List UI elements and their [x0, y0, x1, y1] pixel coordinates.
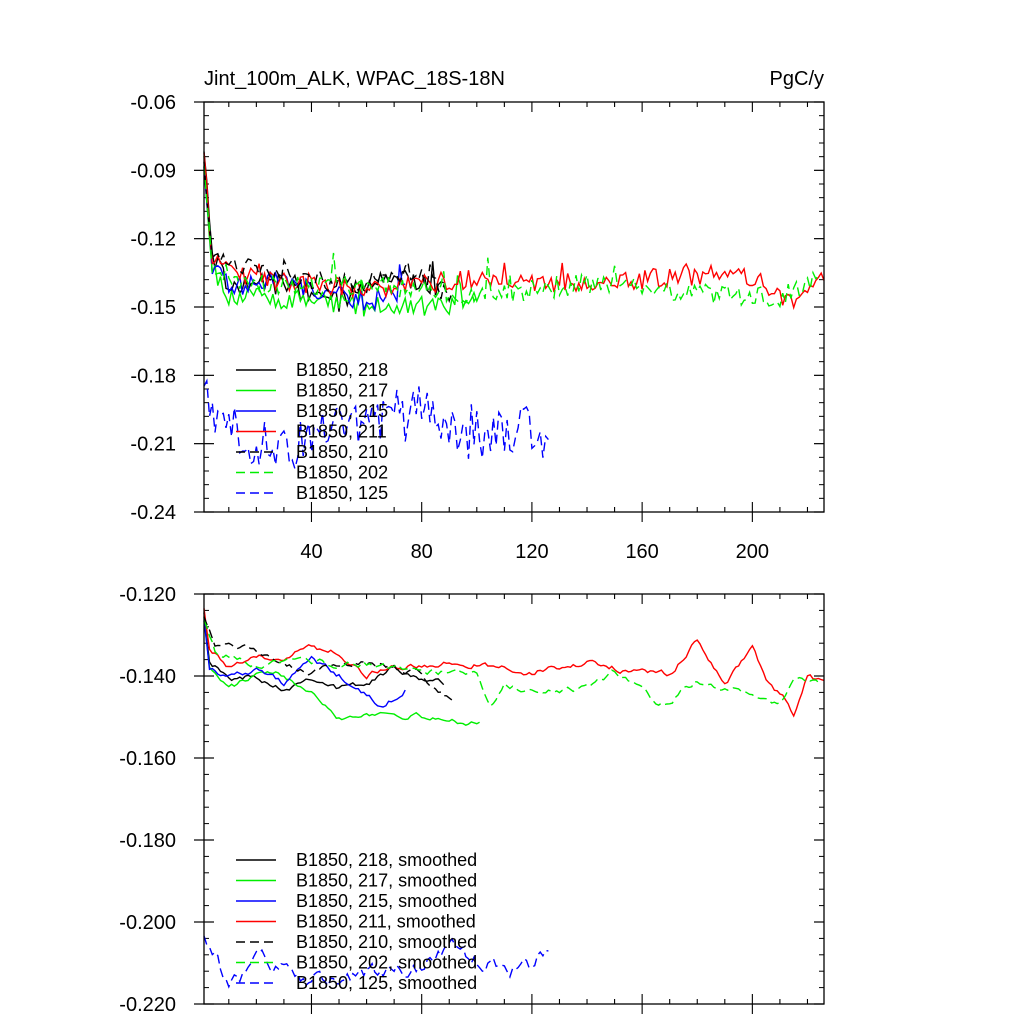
bottom-panel-ticks: -0.120 -0.140 -0.160 -0.180 -0.200 -0.220	[119, 584, 824, 1016]
series-line	[203, 935, 549, 989]
y-tick-label: -0.18	[130, 365, 176, 387]
series-line	[203, 165, 819, 309]
legend-label: B1850, 211	[296, 422, 387, 442]
y-tick-label: -0.12	[130, 229, 176, 251]
top-panel: Jint_100m_ALK, WPAC_18S-18N PgC/y -0.06-…	[130, 68, 825, 563]
top-panel-units: PgC/y	[770, 68, 824, 90]
x-tick-label: 120	[515, 541, 548, 563]
series-line	[203, 620, 819, 707]
y-tick-label: -0.21	[130, 434, 176, 456]
series-line	[203, 378, 549, 472]
y-tick-label: -0.180	[119, 830, 176, 852]
y-tick-label: -0.15	[130, 297, 176, 319]
y-tick-label: -0.160	[119, 748, 176, 770]
y-tick-label: -0.120	[119, 584, 176, 606]
x-tick-label: 200	[736, 541, 769, 563]
y-tick-label: -0.24	[130, 502, 176, 524]
bottom-panel-series	[203, 608, 825, 989]
legend-label: B1850, 202, smoothed	[296, 953, 477, 973]
legend-label: B1850, 215, smoothed	[296, 891, 477, 911]
legend-label: B1850, 217, smoothed	[296, 871, 477, 891]
top-panel-series	[203, 151, 825, 472]
legend-label: B1850, 215	[296, 401, 388, 421]
legend-label: B1850, 210, smoothed	[296, 932, 477, 952]
legend-label: B1850, 202	[296, 463, 388, 483]
series-line	[203, 620, 406, 708]
y-tick-label: -0.220	[119, 994, 176, 1016]
series-line	[203, 612, 445, 692]
top-panel-title: Jint_100m_ALK, WPAC_18S-18N	[204, 68, 505, 90]
legend-label: B1850, 217	[296, 381, 388, 401]
legend-label: B1850, 210	[296, 442, 388, 462]
x-tick-label: 40	[300, 541, 322, 563]
legend-label: B1850, 218, smoothed	[296, 850, 477, 870]
legend-label: B1850, 125	[296, 483, 388, 503]
x-tick-label: 160	[625, 541, 658, 563]
series-line	[203, 161, 453, 304]
series-line	[203, 616, 480, 726]
legend-label: B1850, 125, smoothed	[296, 973, 477, 993]
legend-label: B1850, 211, smoothed	[296, 912, 476, 932]
y-tick-label: -0.09	[130, 160, 176, 182]
y-tick-label: -0.06	[130, 92, 176, 114]
legend-label: B1850, 218	[296, 360, 388, 380]
series-line	[203, 608, 825, 718]
top-panel-ticks: -0.06 -0.09 -0.12 -0.15 -0.18 -0.21 -0.24 40 80 1…	[130, 92, 824, 563]
bottom-panel: -0.120 -0.140 -0.160 -0.180 -0.200 -0.220 B18…	[119, 584, 825, 1016]
y-tick-label: -0.140	[119, 666, 176, 688]
top-panel-frame	[203, 101, 825, 513]
bottom-panel-frame	[203, 593, 825, 1005]
y-tick-label: -0.200	[119, 912, 176, 934]
x-tick-label: 80	[411, 541, 433, 563]
